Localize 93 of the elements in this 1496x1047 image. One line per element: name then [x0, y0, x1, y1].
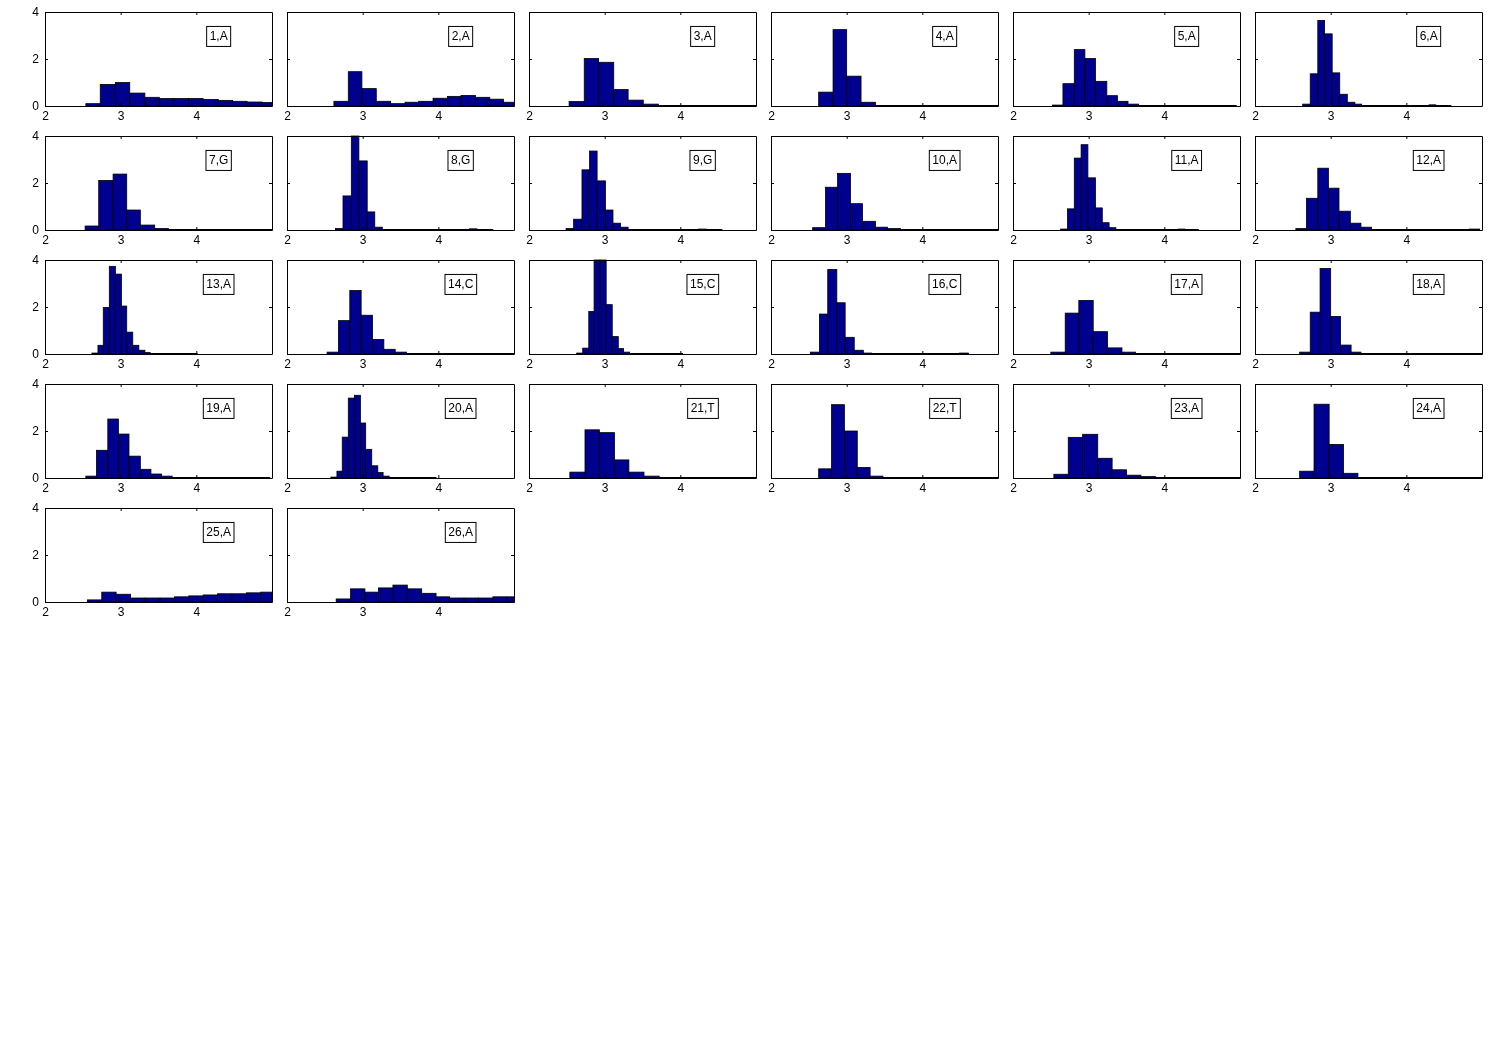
x-tick-label: 2	[42, 108, 50, 123]
x-tick-label: 3	[601, 480, 609, 495]
x-tick-label: 2	[42, 232, 50, 247]
x-tick-label: 3	[1327, 232, 1335, 247]
x-tick-label: 2	[1252, 108, 1260, 123]
x-tick-label: 4	[1161, 356, 1169, 371]
x-tick-label: 2	[284, 356, 292, 371]
x-tick-label: 4	[919, 108, 927, 123]
x-tick-label: 2	[768, 108, 776, 123]
x-tick-label: 2	[42, 480, 50, 495]
x-tick-label: 4	[1403, 108, 1411, 123]
x-tick-label: 3	[601, 356, 609, 371]
x-tick-label: 2	[284, 480, 292, 495]
x-tick-label: 4	[193, 232, 201, 247]
x-tick-label: 3	[1085, 108, 1093, 123]
x-tick-label: 3	[1327, 356, 1335, 371]
x-tick-label: 3	[1327, 480, 1335, 495]
x-tick-label: 2	[1252, 232, 1260, 247]
x-tick-label: 2	[284, 232, 292, 247]
x-tick-label: 3	[117, 480, 125, 495]
x-tick-label: 2	[284, 108, 292, 123]
x-tick-label: 4	[1161, 480, 1169, 495]
x-tick-label: 2	[526, 108, 534, 123]
y-tick-label: 2	[32, 548, 40, 563]
x-tick-label: 2	[1252, 480, 1260, 495]
x-tick-label: 2	[768, 356, 776, 371]
y-tick-label: 4	[32, 5, 40, 20]
y-tick-label: 2	[32, 300, 40, 315]
x-tick-label: 2	[526, 356, 534, 371]
x-tick-label: 2	[1010, 108, 1018, 123]
x-tick-label: 3	[601, 232, 609, 247]
x-tick-label: 4	[435, 356, 443, 371]
x-tick-label: 4	[1161, 108, 1169, 123]
y-tick-label: 2	[32, 176, 40, 191]
y-tick-label: 2	[32, 424, 40, 439]
x-tick-label: 3	[359, 604, 367, 619]
x-tick-label: 3	[1085, 480, 1093, 495]
x-tick-label: 3	[117, 604, 125, 619]
y-tick-label: 4	[32, 253, 40, 268]
x-tick-label: 4	[435, 108, 443, 123]
x-tick-label: 3	[1085, 356, 1093, 371]
x-tick-label: 2	[526, 480, 534, 495]
x-tick-label: 3	[1327, 108, 1335, 123]
x-tick-label: 3	[117, 108, 125, 123]
x-tick-label: 3	[843, 356, 851, 371]
x-tick-label: 2	[768, 232, 776, 247]
x-tick-label: 4	[919, 232, 927, 247]
y-tick-label: 4	[32, 377, 40, 392]
x-tick-label: 2	[42, 356, 50, 371]
y-tick-label: 0	[32, 99, 40, 114]
x-tick-label: 2	[526, 232, 534, 247]
x-tick-label: 3	[601, 108, 609, 123]
y-tick-label: 0	[32, 223, 40, 238]
x-tick-label: 2	[768, 480, 776, 495]
x-tick-label: 4	[1403, 480, 1411, 495]
y-tick-label: 2	[32, 52, 40, 67]
x-tick-label: 2	[1252, 356, 1260, 371]
x-tick-label: 3	[843, 108, 851, 123]
x-tick-label: 4	[435, 480, 443, 495]
y-tick-label: 4	[32, 129, 40, 144]
x-tick-label: 3	[117, 356, 125, 371]
x-tick-label: 2	[284, 604, 292, 619]
x-tick-label: 4	[677, 356, 685, 371]
x-tick-label: 4	[193, 480, 201, 495]
x-tick-label: 2	[1010, 480, 1018, 495]
x-tick-label: 4	[677, 108, 685, 123]
x-tick-label: 4	[1403, 356, 1411, 371]
x-tick-label: 4	[193, 356, 201, 371]
x-tick-label: 4	[919, 356, 927, 371]
x-tick-label: 4	[1161, 232, 1169, 247]
x-tick-label: 3	[359, 480, 367, 495]
x-tick-label: 2	[1010, 232, 1018, 247]
x-tick-label: 4	[1403, 232, 1411, 247]
x-tick-label: 4	[193, 108, 201, 123]
x-tick-label: 2	[42, 604, 50, 619]
x-tick-label: 3	[117, 232, 125, 247]
x-tick-label: 2	[1010, 356, 1018, 371]
x-tick-label: 4	[193, 604, 201, 619]
x-tick-label: 3	[843, 480, 851, 495]
x-tick-label: 4	[435, 604, 443, 619]
x-tick-label: 3	[1085, 232, 1093, 247]
y-tick-label: 0	[32, 471, 40, 486]
x-tick-label: 4	[435, 232, 443, 247]
x-tick-label: 3	[359, 232, 367, 247]
y-tick-label: 0	[32, 347, 40, 362]
x-tick-label: 4	[919, 480, 927, 495]
x-tick-label: 4	[677, 480, 685, 495]
y-tick-label: 0	[32, 595, 40, 610]
x-tick-label: 3	[359, 356, 367, 371]
x-tick-label: 3	[843, 232, 851, 247]
x-tick-label: 3	[359, 108, 367, 123]
y-tick-label: 4	[32, 501, 40, 516]
x-tick-label: 4	[677, 232, 685, 247]
